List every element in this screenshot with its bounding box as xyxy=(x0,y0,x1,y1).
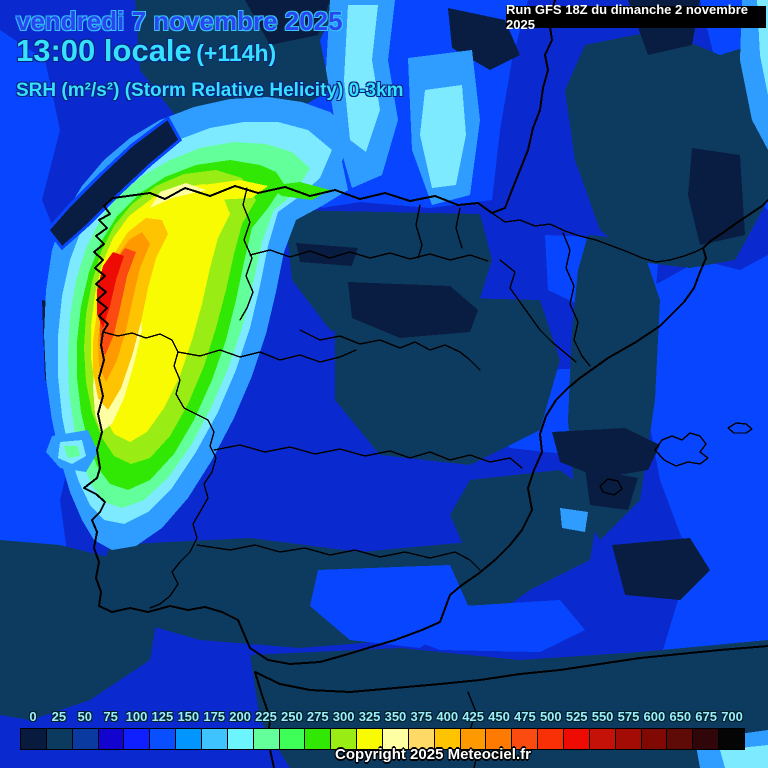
colorbar-tick: 175 xyxy=(203,709,226,724)
colorbar-cell xyxy=(538,729,565,749)
colorbar-cell xyxy=(383,729,409,749)
colorbar-cell xyxy=(202,729,228,749)
colorbar-cell xyxy=(72,729,99,749)
colorbar-cell xyxy=(21,729,47,749)
colorbar-tick: 525 xyxy=(565,709,588,724)
colorbar-tick: 375 xyxy=(410,709,433,724)
colorbar-cell xyxy=(564,729,590,749)
colorbar-cell xyxy=(408,729,435,749)
map-header: vendredi 7 novembre 2025 13:00 locale (+… xyxy=(16,6,404,102)
coastlines xyxy=(83,0,768,768)
colorbar-tick: 125 xyxy=(151,709,174,724)
colorbar-tick: 0 xyxy=(29,709,37,724)
parameter-label: SRH (m²/s²) (Storm Relative Helicity) 0-… xyxy=(16,80,404,102)
colorbar-cell xyxy=(305,729,332,749)
colorbar-tick: 575 xyxy=(617,709,640,724)
colorbar-cell xyxy=(667,729,694,749)
colorbar-tick: 450 xyxy=(488,709,510,724)
colorbar-tick: 325 xyxy=(358,709,381,724)
colorbar xyxy=(20,728,745,750)
colorbar-tick: 225 xyxy=(255,709,277,724)
date-label: vendredi 7 novembre 2025 xyxy=(16,6,343,36)
colorbar-cell xyxy=(486,729,513,749)
colorbar-tick: 150 xyxy=(177,709,200,724)
colorbar-cell xyxy=(253,729,280,749)
colorbar-cell xyxy=(460,729,487,749)
colorbar-cell xyxy=(46,729,73,749)
colorbar-tick: 600 xyxy=(643,709,666,724)
colorbar-cell xyxy=(176,729,203,749)
colorbar-tick: 700 xyxy=(721,709,743,724)
colorbar-tick: 250 xyxy=(281,709,303,724)
forecast-offset-label: (+114h) xyxy=(196,40,277,67)
colorbar-tick: 200 xyxy=(229,709,251,724)
colorbar-tick: 675 xyxy=(695,709,718,724)
biscay-streaks xyxy=(326,0,768,205)
borders xyxy=(102,187,704,609)
colorbar-tick: 550 xyxy=(591,709,614,724)
helicity-hotspot xyxy=(44,97,352,550)
colorbar-cell xyxy=(279,729,306,749)
colorbar-cell xyxy=(512,729,539,749)
colorbar-cell xyxy=(150,729,177,749)
colorbar-tick: 475 xyxy=(514,709,536,724)
colorbar-tick: 275 xyxy=(306,709,329,724)
colorbar-cell xyxy=(227,729,254,749)
colorbar-cell xyxy=(124,729,151,749)
colorbar-cell xyxy=(641,729,668,749)
colorbar-cell xyxy=(357,729,384,749)
colorbar-tick: 500 xyxy=(539,709,562,724)
colorbar-tick: 425 xyxy=(462,709,484,724)
colorbar-tick: 300 xyxy=(332,709,355,724)
balearic-islands xyxy=(599,422,753,496)
colorbar-tick: 400 xyxy=(436,709,459,724)
colorbar-tick: 75 xyxy=(103,709,118,724)
colorbar-tick: 25 xyxy=(51,709,67,724)
colorbar-tick: 350 xyxy=(384,709,407,724)
colorbar-cell xyxy=(331,729,358,749)
time-label: 13:00 locale xyxy=(16,33,192,69)
run-info-badge: Run GFS 18Z du dimanche 2 novembre 2025 xyxy=(506,2,766,32)
colorbar-tick: 650 xyxy=(669,709,692,724)
colorbar-tick: 50 xyxy=(77,709,92,724)
colorbar-cell xyxy=(615,729,642,749)
colorbar-tick: 100 xyxy=(125,709,148,724)
colorbar-cell xyxy=(719,729,745,749)
colorbar-cell xyxy=(693,729,720,749)
colorbar-cell xyxy=(98,729,125,749)
copyright-label: Copyright 2025 Meteociel.fr xyxy=(335,746,531,763)
colorbar-ticks: 0 25 50 75 100 125 150 175 200 225 250 275 300 325 350… xyxy=(0,709,768,726)
colorbar-cell xyxy=(434,729,461,749)
colorbar-cell xyxy=(589,729,616,749)
